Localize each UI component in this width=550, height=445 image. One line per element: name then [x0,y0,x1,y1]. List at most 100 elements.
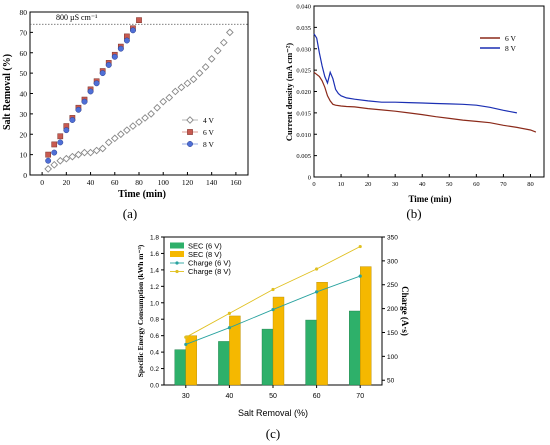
panel-a-point [135,118,143,126]
panel-a-point [129,27,136,34]
panel-c-y-tick-label: 0.6 [150,333,159,340]
panel-c-bars [174,266,372,386]
panel-c-right-y-tick-label: 50 [387,378,395,385]
panel-c-line-point [358,244,362,249]
panel-a-point-legend [187,129,193,135]
panel-a-point [171,87,180,96]
panel-c-line-point [358,274,362,278]
panel-c-right-y-tick-label: 100 [387,354,398,361]
panel-c-x-tick-label: 50 [269,393,277,400]
panel-c-bar [349,310,361,386]
panel-a-point [213,46,222,55]
panel-a-plot-frame [29,11,249,176]
panel-b-legend: 6 V8 V [480,34,516,53]
panel-a-x-tick-label: 80 [135,178,143,187]
panel-b-legend-label: 8 V [505,44,516,53]
panel-b-y-tick-label: 0.040 [296,4,311,11]
panel-c-bar [316,282,328,386]
panel-c-y-ticks: 0.0 0.2 0.4 0.6 0.8 1.0 1.2 1.4 1.6 1.8 [150,235,164,390]
panel-a-point [62,154,71,163]
panel-b-y-axis-label: Current density (mA cm⁻²) [284,43,294,141]
panel-a-y-tick-label: 50 [20,69,28,78]
panel-c-y-tick-label: 0.0 [150,383,159,390]
panel-a-point [104,138,113,147]
panel-c-bar [272,296,285,386]
panel-a-y-tick-label: 0 [23,171,27,180]
panel-a-y-tick-label: 20 [20,130,28,139]
panel-a-annotation: 800 µS cm⁻¹ [56,13,98,22]
panel-a-point-legend [186,116,194,124]
panel-c-chart: 0.0 0.2 0.4 0.6 0.8 1.0 1.2 1.4 1.6 1.8 50 100 150 2… [136,235,410,442]
panel-a-point [129,122,137,130]
panel-c-y-tick-label: 0.8 [150,317,159,324]
panel-a-point [92,146,101,155]
panel-a-point [116,130,125,139]
panel-c-y-tick-label: 1.0 [150,300,159,307]
panel-c-legend-swatch [170,242,184,249]
panel-b-series-line [313,33,518,114]
panel-a-legend-label: 6 V [203,128,214,137]
panel-c-legend: SEC (6 V)SEC (8 V)Charge (6 V)Charge (8 … [170,242,231,276]
panel-c-y-tick-label: 0.4 [150,350,159,357]
panel-c-bar [229,315,241,386]
panel-c-right-y-axis-label: Charge (A·s) [400,286,410,336]
panel-a-y-axis-label: Salt Removal (%) [2,54,13,130]
panel-c-x-tick-label: 70 [356,393,364,400]
panel-c-line-point [315,267,319,271]
panel-c-line-point [227,311,231,315]
panel-b-chart: 0 0.005 0.010 0.015 0.020 0.025 0.030 0.035 0.04… [284,4,545,221]
panel-c-y-tick-label: 0.2 [150,366,159,373]
panel-a-point [56,156,65,165]
panel-a-x-tick-label: 140 [206,178,218,187]
panel-b-x-axis-label: Time (min) [408,194,451,204]
panel-a-y-tick-label: 30 [20,110,28,119]
panel-c-line-point [271,287,275,292]
panel-b-x-ticks: 0 10 20 30 40 50 60 70 80 [312,174,534,188]
panel-a-y-tick-label: 80 [20,8,28,17]
panel-c-legend-label: Charge (6 V) [188,259,231,268]
panel-a-x-tick-label: 40 [87,178,95,187]
panel-a-y-tick-label: 40 [20,90,28,99]
panel-a-y-tick-label: 10 [20,151,28,160]
panel-c-y-tick-label: 1.4 [150,267,159,274]
panel-c-line-point [271,307,275,312]
panel-c-line-point [184,342,188,347]
panel-a-point [51,141,58,148]
panel-b-x-tick-label: 80 [527,181,534,188]
panel-a-point [98,144,107,153]
panel-a-point [74,150,83,159]
panel-a-label: (a) [123,206,137,221]
panel-c-y-tick-label: 1.8 [150,235,159,242]
panel-b-y-tick-label: 0.015 [296,110,311,117]
panel-b-x-tick-label: 10 [338,181,345,188]
panel-c-bar [185,335,198,386]
panel-c-right-y-tick-label: 200 [387,306,398,313]
panel-a-point [75,106,82,113]
panel-a-point [183,79,192,88]
panel-a-point [86,148,95,157]
panel-c-legend-label: Charge (8 V) [188,267,231,276]
panel-b-y-ticks: 0 0.005 0.010 0.015 0.020 0.025 0.030 0.035 0.04… [296,4,317,182]
panel-a-point [159,97,168,106]
panel-b-x-tick-label: 50 [446,181,453,188]
panel-a-point [195,69,204,77]
panel-a-x-ticks: 0 20 40 60 80 100 120 140 160 [40,172,242,187]
panel-b-x-tick-label: 30 [392,181,399,188]
panel-a-point [51,149,58,156]
panel-a-point [153,103,162,112]
panel-c-lines [184,244,362,347]
panel-a-point [57,133,64,140]
panel-a-point [63,127,70,134]
panel-c-x-tick-label: 60 [313,393,321,400]
panel-a-legend-label: 4 V [203,116,214,125]
panel-c-bar [360,266,372,386]
panel-b-y-tick-label: 0.005 [296,153,311,160]
panel-a-point [141,114,149,122]
panel-c-x-tick-label: 40 [226,393,234,400]
panel-a-y-tick-label: 60 [20,49,28,58]
panel-c-right-y-tick-label: 250 [387,282,398,289]
panel-c-line-point [184,335,188,339]
panel-a-point [105,62,112,68]
panel-a-point [50,160,59,169]
